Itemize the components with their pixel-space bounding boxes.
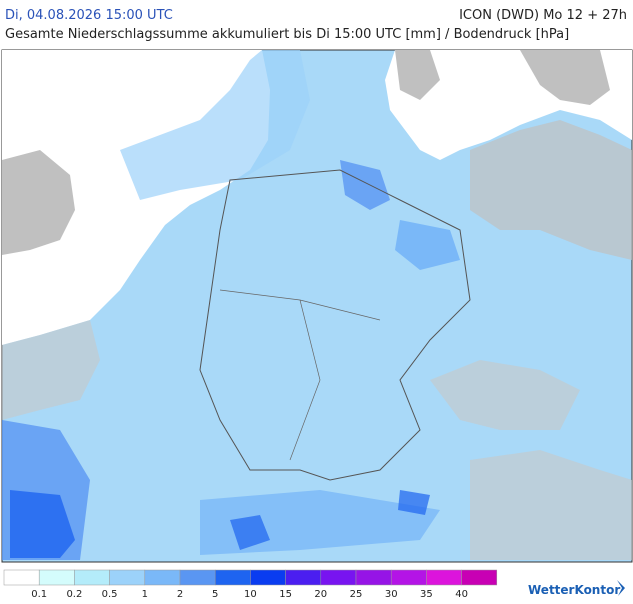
legend-swatch bbox=[390, 569, 427, 586]
legend-swatch bbox=[179, 569, 216, 586]
legend: 0.1 0.2 0.5 1 2 5 10 15 20 25 30 35 40 bbox=[3, 569, 498, 600]
legend-label: 25 bbox=[350, 589, 363, 600]
header-date: Di, 04.08.2026 15:00 UTC bbox=[5, 8, 173, 23]
legend-label: 35 bbox=[420, 589, 433, 600]
brand-icon bbox=[617, 580, 625, 596]
legend-label: 40 bbox=[455, 589, 468, 600]
legend-swatch bbox=[3, 569, 40, 586]
legend-label: 5 bbox=[212, 589, 218, 600]
header-subtitle: Gesamte Niederschlagssumme akkumuliert b… bbox=[5, 27, 569, 42]
legend-swatch bbox=[426, 569, 462, 586]
legend-swatch bbox=[214, 569, 251, 586]
legend-label: 10 bbox=[244, 589, 257, 600]
legend-label: 30 bbox=[385, 589, 398, 600]
legend-swatch bbox=[250, 569, 286, 586]
legend-label: 15 bbox=[279, 589, 292, 600]
legend-label: 0.1 bbox=[31, 589, 47, 600]
legend-swatch bbox=[355, 569, 392, 586]
legend-swatch bbox=[285, 569, 322, 586]
brand: WetterKontor bbox=[528, 580, 625, 597]
legend-label: 0.2 bbox=[66, 589, 82, 600]
legend-swatch bbox=[144, 569, 181, 586]
header-model: ICON (DWD) Mo 12 + 27h bbox=[459, 8, 627, 23]
legend-swatch bbox=[74, 569, 110, 586]
map bbox=[1, 49, 633, 563]
legend-swatch bbox=[461, 569, 498, 586]
legend-label: 1 bbox=[142, 589, 148, 600]
legend-label: 0.5 bbox=[102, 589, 118, 600]
legend-swatch bbox=[109, 569, 146, 586]
legend-swatch bbox=[38, 569, 75, 586]
legend-label: 20 bbox=[314, 589, 327, 600]
brand-name: WetterKontor bbox=[528, 583, 620, 597]
legend-swatch bbox=[320, 569, 357, 586]
legend-label: 2 bbox=[177, 589, 183, 600]
